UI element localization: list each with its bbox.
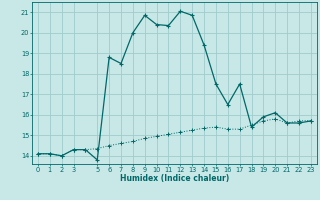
X-axis label: Humidex (Indice chaleur): Humidex (Indice chaleur) <box>120 174 229 183</box>
